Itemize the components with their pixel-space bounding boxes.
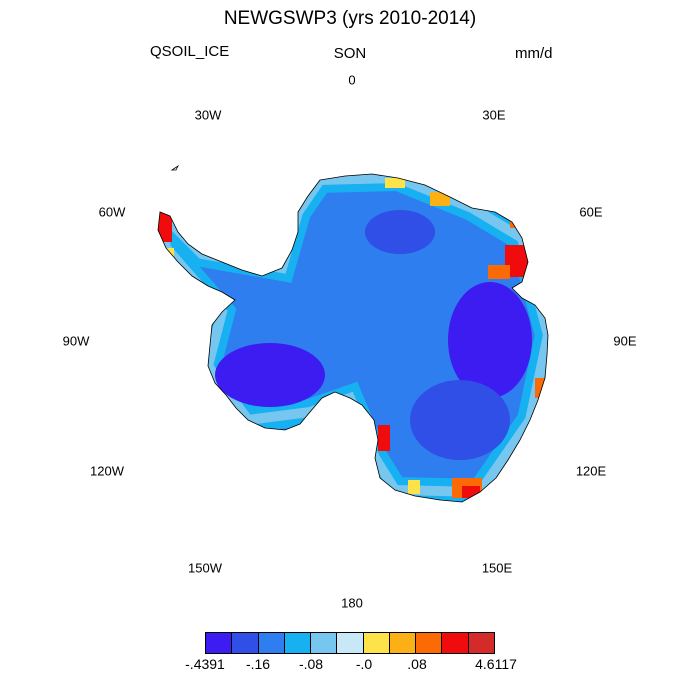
island-outline [170, 164, 180, 171]
colorbar-label-1: -.16 [245, 656, 271, 672]
colorbar-box-2 [258, 633, 285, 653]
colorbar-box-6 [363, 633, 390, 653]
lon-label-30e: 30E [482, 107, 506, 123]
variable-label: QSOIL_ICE [150, 43, 230, 60]
colorbar-label-0: -.4391 [185, 656, 225, 672]
units-label: mm/d [515, 45, 553, 62]
colorbar-label-5: 4.6117 [475, 656, 517, 672]
colorbar [205, 632, 495, 654]
colorbar-box-10 [468, 633, 494, 653]
colorbar-label-4: .08 [407, 656, 427, 672]
coastline [157, 173, 549, 503]
lon-label-60e: 60E [579, 204, 603, 220]
colorbar-label-3: -.0 [355, 656, 373, 672]
lon-label-180: 180 [341, 595, 363, 611]
colorbar-label-2: -.08 [298, 656, 324, 672]
lon-label-120e: 120E [575, 463, 607, 479]
colorbar-box-1 [232, 633, 259, 653]
lon-label-90w: 90W [62, 333, 90, 349]
colorbar-box-4 [311, 633, 338, 653]
lon-label-150w: 150W [188, 560, 222, 576]
lon-label-60w: 60W [98, 204, 126, 220]
colorbar-box-0 [206, 633, 233, 653]
colorbar-box-5 [337, 633, 364, 653]
lon-label-150e: 150E [481, 560, 513, 576]
lon-label-90e: 90E [613, 333, 637, 349]
season-label: SON [333, 45, 367, 62]
plot-title: NEWGSWP3 (yrs 2010-2014) [223, 8, 477, 29]
lon-label-0: 0 [348, 72, 356, 88]
colorbar-box-9 [442, 633, 469, 653]
lon-label-30w: 30W [194, 107, 222, 123]
field-layer [158, 174, 548, 502]
colorbar-box-8 [416, 633, 443, 653]
lon-label-120w: 120W [90, 463, 124, 479]
colorbar-box-7 [389, 633, 417, 653]
colorbar-box-3 [284, 633, 312, 653]
